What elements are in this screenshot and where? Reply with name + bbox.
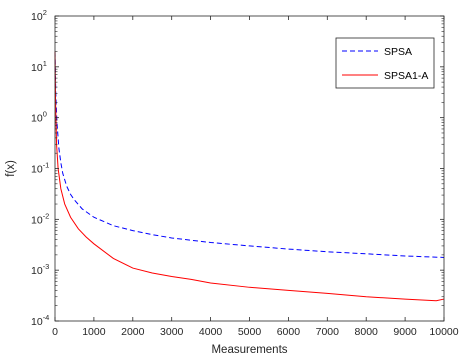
x-tick-label-3: 3000 [160, 326, 184, 338]
x-tick-label-2: 2000 [121, 326, 145, 338]
x-tick-label-1: 1000 [82, 326, 106, 338]
series-line-spsa [54, 51, 445, 258]
y-tick-label-2: 10-2 [31, 211, 49, 226]
series-layer [54, 51, 445, 302]
y-axis-label: f(x) [5, 160, 17, 177]
x-tick-label-5: 5000 [238, 326, 262, 338]
y-tick-label-4: 100 [31, 110, 47, 125]
y-tick-label-6: 102 [31, 8, 47, 23]
x-axis-label: Measurements [211, 344, 287, 356]
x-tick-label-10: 10000 [429, 326, 458, 338]
y-tick-label-1: 10-3 [31, 262, 49, 277]
x-tick-label-0: 0 [52, 326, 58, 338]
x-tick-label-4: 4000 [199, 326, 223, 338]
y-tick-label-5: 101 [31, 59, 47, 74]
y-tick-label-3: 10-1 [31, 161, 49, 176]
x-tick-label-9: 9000 [393, 326, 417, 338]
series-line-spsa1-a [54, 51, 445, 302]
legend: SPSA SPSA1-A [335, 37, 435, 89]
x-tick-label-8: 8000 [355, 326, 379, 338]
x-tick-label-7: 7000 [316, 326, 340, 338]
x-axis: 0 1000 2000 3000 4000 5000 6000 7000 8000 9000 100… [52, 16, 459, 338]
x-tick-label-6: 6000 [277, 326, 301, 338]
y-axis: 10-4 10-3 10-2 10-1 100 101 102 [31, 8, 444, 328]
legend-label-spsa1-a: SPSA1-A [384, 70, 428, 82]
legend-label-spsa: SPSA [384, 46, 412, 58]
y-tick-label-0: 10-4 [31, 313, 49, 328]
legend-box [335, 37, 435, 89]
